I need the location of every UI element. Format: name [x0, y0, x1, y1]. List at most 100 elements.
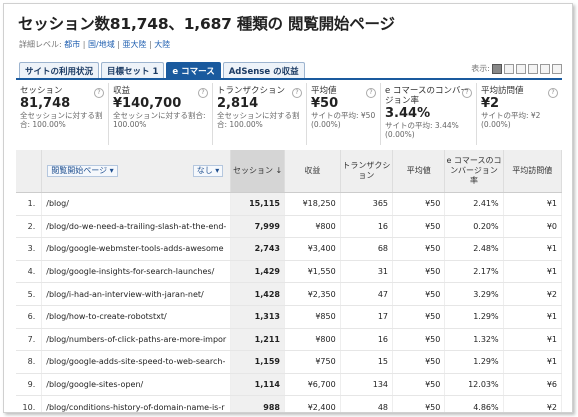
pie-view-icon[interactable] [540, 63, 550, 74]
transactions-cell: 365 [340, 192, 394, 216]
sessions-cell: 1,159 [230, 350, 285, 374]
compare-view-icon[interactable] [516, 63, 526, 74]
metric-label: 収益 [113, 86, 131, 96]
dimension-header: 閲覧開始ページ ▾ なし ▾ [41, 150, 232, 193]
tab-site-usage[interactable]: サイトの利用状況 [19, 62, 100, 78]
average-value-cell: ¥50 [392, 350, 446, 374]
view-label: 表示: [471, 64, 490, 73]
conversion-rate-cell: 12.03% [444, 373, 504, 397]
average-value-cell: ¥50 [392, 395, 446, 412]
detail-link-subcontinent[interactable]: 亜大陸 [122, 40, 147, 49]
transactions-cell: 16 [340, 215, 394, 239]
tab-goal-set-1[interactable]: 目標セット 1 [101, 62, 165, 78]
conversion-rate-cell: 2.48% [444, 237, 504, 261]
sessions-cell: 2,743 [230, 237, 285, 261]
row-index: 9. [16, 373, 43, 397]
row-index: 10. [16, 395, 43, 412]
help-icon[interactable]: ? [292, 88, 302, 98]
revenue-cell: ¥750 [284, 350, 341, 374]
transactions-cell: 16 [340, 328, 394, 352]
per-visit-value-cell: ¥6 [503, 373, 563, 397]
metric-label: トランザクション [217, 86, 286, 96]
average-value-cell: ¥50 [392, 282, 446, 306]
landing-page-link[interactable]: /blog/i-had-an-interview-with-jaran-net/ [41, 282, 232, 306]
row-index: 1. [16, 192, 43, 216]
revenue-cell: ¥850 [284, 305, 341, 329]
average-value-cell: ¥50 [392, 260, 446, 284]
row-index: 6. [16, 305, 43, 329]
row-index: 7. [16, 328, 43, 352]
per-visit-value-cell: ¥1 [503, 328, 563, 352]
table-row: 8./blog/google-adds-site-speed-to-web-se… [16, 350, 563, 374]
help-icon[interactable]: ? [198, 88, 208, 98]
landing-page-link[interactable]: /blog/numbers-of-click-paths-are-more-im… [41, 328, 232, 352]
average-value-cell: ¥50 [392, 373, 446, 397]
header-conversion-rate[interactable]: e コマースのコンバージョン率 [444, 150, 504, 193]
conversion-rate-cell: 2.17% [444, 260, 504, 284]
metric-value: ¥2 [481, 96, 500, 111]
tab-ecommerce[interactable]: e コマース [166, 62, 221, 78]
secondary-dimension-label: なし [196, 166, 213, 175]
dimension-dropdown-label: 閲覧開始ページ [51, 166, 108, 175]
report-panel: セッション数81,748、1,687 種類の 閲覧開始ページ 詳細レベル: 都市… [3, 3, 573, 413]
header-sessions[interactable]: セッション ↓ [230, 150, 285, 193]
transactions-cell: 17 [340, 305, 394, 329]
landing-page-link[interactable]: /blog/ [41, 192, 232, 216]
landing-page-link[interactable]: /blog/google-insights-for-search-launche… [41, 260, 232, 284]
help-icon[interactable]: ? [94, 88, 104, 98]
help-icon[interactable]: ? [366, 88, 376, 98]
table-row: 10./blog/conditions-history-of-domain-na… [16, 395, 563, 412]
landing-page-link[interactable]: /blog/google-webmster-tools-adds-awesome [41, 237, 232, 261]
average-value-cell: ¥50 [392, 305, 446, 329]
row-index: 4. [16, 260, 43, 284]
detail-link-country[interactable]: 国/地域 [88, 40, 115, 49]
row-index: 8. [16, 350, 43, 374]
grid-view-icon[interactable] [504, 63, 514, 74]
dimension-dropdown[interactable]: 閲覧開始ページ ▾ [47, 165, 118, 177]
transactions-cell: 68 [340, 237, 394, 261]
metric-label: 平均値 [311, 86, 337, 96]
landing-page-link[interactable]: /blog/google-sites-open/ [41, 373, 232, 397]
average-value-cell: ¥50 [392, 215, 446, 239]
metric-per-visit-value: 平均訪問値 ¥2 サイトの平均: ¥2 (0.00%) ? [477, 83, 562, 145]
sessions-cell: 1,114 [230, 373, 285, 397]
tab-adsense-revenue[interactable]: AdSense の収益 [222, 62, 305, 78]
landing-page-link[interactable]: /blog/do-we-need-a-trailing-slash-at-the… [41, 215, 232, 239]
header-revenue[interactable]: 収益 [284, 150, 341, 193]
metric-value: ¥50 [311, 96, 339, 111]
help-icon[interactable]: ? [462, 88, 472, 98]
landing-page-link[interactable]: /blog/google-adds-site-speed-to-web-sear… [41, 350, 232, 374]
table-row: 6./blog/how-to-create-robotstxt/1,313 ¥85… [16, 305, 563, 329]
average-value-cell: ¥50 [392, 328, 446, 352]
header-average-value[interactable]: 平均値 [392, 150, 446, 193]
transactions-cell: 15 [340, 350, 394, 374]
table-row: 9./blog/google-sites-open/1,114 ¥6,700 134… [16, 373, 563, 397]
per-visit-value-cell: ¥1 [503, 237, 563, 261]
per-visit-value-cell: ¥1 [503, 350, 563, 374]
revenue-cell: ¥2,400 [284, 395, 341, 412]
table-row: 1./blog/15,115 ¥18,250 365 ¥50 2.41% ¥1 [16, 192, 563, 216]
row-index: 2. [16, 215, 43, 239]
header-transactions[interactable]: トランザクション [340, 150, 394, 193]
detail-level-label: 詳細レベル: [19, 40, 62, 49]
detail-link-city[interactable]: 都市 [64, 40, 81, 49]
revenue-cell: ¥800 [284, 328, 341, 352]
per-visit-value-cell: ¥1 [503, 260, 563, 284]
header-per-visit-value[interactable]: 平均訪問値 [503, 150, 563, 193]
metric-value: ¥140,700 [113, 96, 182, 111]
landing-page-link[interactable]: /blog/how-to-create-robotstxt/ [41, 305, 232, 329]
landing-page-link[interactable]: /blog/conditions-history-of-domain-name-… [41, 395, 232, 412]
secondary-dimension-dropdown[interactable]: なし ▾ [192, 165, 224, 177]
list-view-icon[interactable] [528, 63, 538, 74]
row-index: 3. [16, 237, 43, 261]
help-icon[interactable]: ? [548, 88, 558, 98]
revenue-cell: ¥18,250 [284, 192, 341, 216]
table-view-icon[interactable] [492, 63, 502, 74]
report-tabs: サイトの利用状況 目標セット 1 e コマース AdSense の収益 [19, 62, 305, 78]
detail-link-continent[interactable]: 大陸 [154, 40, 171, 49]
transactions-cell: 47 [340, 282, 394, 306]
table-row: 2./blog/do-we-need-a-trailing-slash-at-t… [16, 215, 563, 239]
metric-sub: 全セッションに対する割合: 100.00% [113, 111, 206, 129]
pivot-view-icon[interactable] [552, 63, 562, 74]
table-header-row: 閲覧開始ページ ▾ なし ▾ セッション ↓ 収益 トランザクション 平均値 e… [16, 150, 563, 193]
